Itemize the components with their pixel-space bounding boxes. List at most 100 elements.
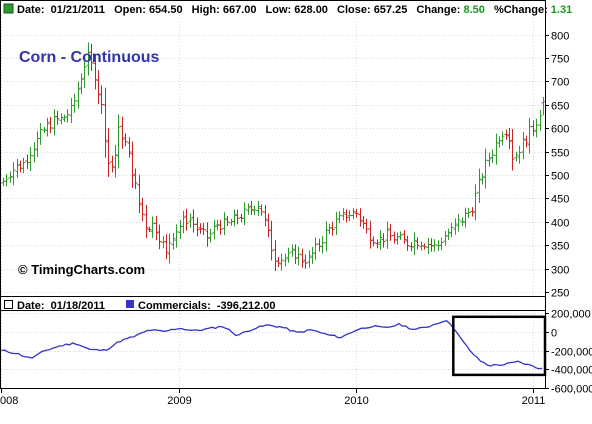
price-date-label: Date: xyxy=(17,4,45,16)
ohlc-bar xyxy=(59,113,64,125)
ohlc-bar xyxy=(208,228,213,243)
ohlc-bar xyxy=(205,222,210,247)
ohlc-bar xyxy=(171,233,176,250)
price-y-tick-label: 400 xyxy=(551,218,569,230)
ohlc-bar xyxy=(439,237,444,251)
ohlc-bar xyxy=(218,219,223,235)
ohlc-bar xyxy=(283,253,288,267)
ohlc-bar xyxy=(307,250,312,268)
x-tick-label: 2009 xyxy=(167,395,191,407)
ohlc-bar xyxy=(320,235,325,254)
low-value: 628.00 xyxy=(294,4,328,16)
ohlc-bar xyxy=(286,247,291,263)
ohlc-bar xyxy=(21,157,26,174)
ohlc-bar xyxy=(290,244,295,257)
chart-title: Corn - Continuous xyxy=(19,49,160,66)
ohlc-bar xyxy=(8,171,13,183)
price-y-tick-label: 250 xyxy=(551,288,569,300)
ohlc-bar xyxy=(337,211,342,224)
price-y-tick-label: 300 xyxy=(551,265,569,277)
ohlc-bar xyxy=(55,111,60,125)
commercials-y-tick-label: -400,000 xyxy=(551,365,592,377)
ohlc-bar xyxy=(483,148,488,189)
ohlc-bar xyxy=(256,200,261,217)
ohlc-bar xyxy=(103,87,108,158)
ohlc-bar xyxy=(449,222,454,238)
change-value: 8.50 xyxy=(463,4,484,16)
ohlc-bar xyxy=(375,239,380,249)
commercials-y-tick-label: 0 xyxy=(551,328,557,340)
ohlc-bar xyxy=(279,253,284,271)
ohlc-bar xyxy=(82,57,87,89)
ohlc-bar xyxy=(99,85,104,115)
ohlc-bar xyxy=(154,215,159,241)
close-value: 657.25 xyxy=(374,4,408,16)
empty-square-icon xyxy=(4,300,13,309)
ohlc-bar xyxy=(167,233,172,264)
high-label: High: xyxy=(192,4,220,16)
ohlc-bar xyxy=(347,210,352,222)
watermark: © TimingCharts.com xyxy=(18,262,145,277)
svg-text:Date: 01/21/2011 O: Date: 01/21/2011 Open: 654.50 High: 667.… xyxy=(17,4,572,16)
commercials-date: 01/18/2011 xyxy=(51,300,105,312)
close-label: Close: xyxy=(337,4,371,16)
ohlc-bar xyxy=(385,221,390,249)
ohlc-bar xyxy=(28,147,33,172)
pct-change-label: %Change: xyxy=(494,4,548,16)
ohlc-bar xyxy=(473,184,478,221)
ohlc-bar xyxy=(388,223,393,241)
ohlc-bar xyxy=(120,116,125,149)
commercials-label: Commercials: xyxy=(138,300,211,312)
ohlc-bar xyxy=(422,243,427,250)
ohlc-bar xyxy=(521,131,526,160)
ohlc-bar xyxy=(116,114,121,169)
ohlc-bar xyxy=(62,114,67,123)
ohlc-bar xyxy=(38,123,43,145)
x-axis: 008 2009 2010 2011 xyxy=(0,388,545,407)
ohlc-bar xyxy=(341,208,346,221)
ohlc-bar xyxy=(65,109,70,123)
ohlc-bar xyxy=(72,93,77,113)
ohlc-bar xyxy=(466,207,471,219)
ohlc-bar xyxy=(195,217,200,237)
commercials-value: -396,212.00 xyxy=(217,300,276,312)
ohlc-bar xyxy=(432,239,437,252)
ohlc-bar xyxy=(246,203,251,215)
ohlc-bar xyxy=(500,131,505,146)
ohlc-bar xyxy=(446,228,451,241)
ohlc-bar xyxy=(79,73,84,95)
ohlc-bar xyxy=(514,151,519,162)
ohlc-bar xyxy=(477,168,482,203)
ohlc-bar xyxy=(456,214,461,232)
ohlc-bar xyxy=(470,207,475,217)
green-square-icon xyxy=(3,3,14,14)
ohlc-bar xyxy=(201,222,206,236)
commercials-y-tick-label: -200,000 xyxy=(551,347,592,359)
ohlc-bar xyxy=(235,209,240,225)
ohlc-bar xyxy=(276,257,281,268)
ohlc-bar xyxy=(184,208,189,231)
ohlc-bar xyxy=(110,155,115,173)
ohlc-bar xyxy=(198,223,203,234)
ohlc-bar xyxy=(113,144,118,178)
ohlc-bar xyxy=(507,127,512,150)
ohlc-bar xyxy=(76,81,81,109)
price-y-axis: 250 300 350 400 450 500 550 600 650 700 750 800 xyxy=(545,31,569,300)
ohlc-bar xyxy=(150,216,155,238)
price-y-tick-label: 450 xyxy=(551,194,569,206)
ohlc-bar xyxy=(527,117,532,154)
ohlc-bar xyxy=(412,232,417,255)
ohlc-bar xyxy=(531,120,536,137)
ohlc-bar xyxy=(504,129,509,140)
price-date: 01/21/2011 xyxy=(51,4,105,16)
ohlc-bar xyxy=(313,237,318,260)
commercials-date-label: Date: xyxy=(17,300,45,312)
price-bars xyxy=(1,42,546,271)
ohlc-bar xyxy=(225,216,230,227)
ohlc-bar xyxy=(242,202,247,226)
price-y-tick-label: 650 xyxy=(551,101,569,113)
ohlc-bar xyxy=(300,248,305,268)
high-value: 667.00 xyxy=(223,4,257,16)
ohlc-bar xyxy=(222,212,227,236)
price-y-tick-label: 750 xyxy=(551,54,569,66)
